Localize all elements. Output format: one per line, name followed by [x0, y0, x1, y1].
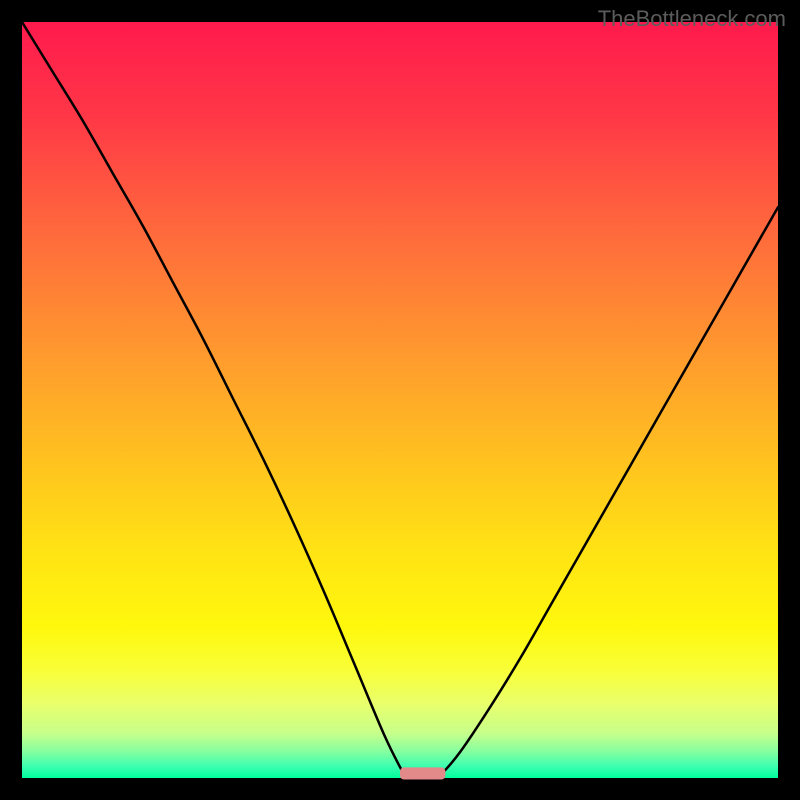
minimum-marker: [400, 767, 445, 779]
chart-container: TheBottleneck.com: [0, 0, 800, 800]
bottleneck-curve-chart: [0, 0, 800, 800]
plot-background: [22, 22, 778, 778]
